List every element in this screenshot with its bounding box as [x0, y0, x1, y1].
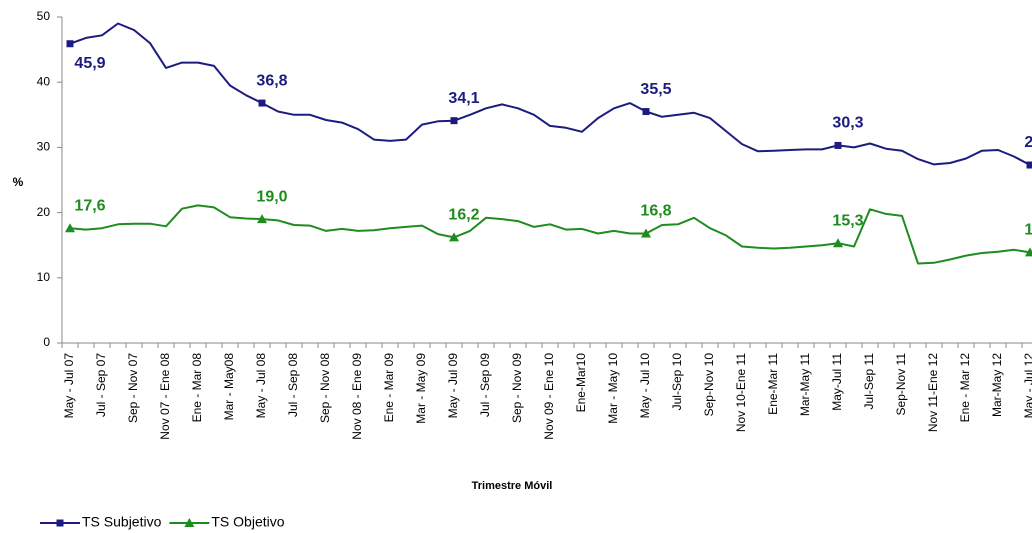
x-tick-label: Ene-Mar10 [574, 353, 588, 413]
x-tick-label: Mar - May 10 [606, 353, 620, 424]
marker [641, 228, 651, 238]
value-label: 27,3 [1024, 134, 1032, 151]
x-tick-label: Sep - Nov 08 [318, 353, 332, 423]
x-tick-label: Jul-Sep 10 [670, 353, 684, 411]
series-line [69, 204, 1031, 265]
x-tick-label: May - Jul 09 [446, 353, 460, 419]
y-tick-label: 30 [37, 140, 51, 154]
value-label: 35,5 [640, 81, 671, 98]
x-tick-label: May - Jul 07 [62, 353, 76, 419]
x-tick-label: Sep-Nov 11 [894, 353, 908, 416]
value-label: 17,6 [74, 197, 105, 214]
marker [1025, 247, 1032, 257]
x-tick-label: Sep - Nov 07 [126, 353, 140, 423]
series-line [69, 22, 1031, 166]
legend-label: TS Objetivo [211, 514, 284, 530]
x-tick-label: Nov 09 - Ene 10 [542, 353, 556, 440]
marker [450, 117, 458, 125]
x-tick-label: Jul - Sep 09 [478, 353, 492, 417]
x-tick-label: Nov 11-Ene 12 [926, 353, 940, 432]
x-tick-label: Jul - Sep 08 [286, 353, 300, 417]
x-tick-label: Mar - May 09 [414, 353, 428, 424]
x-tick-label: Mar-May 12 [990, 353, 1004, 417]
x-tick-label: Nov 07 - Ene 08 [158, 353, 172, 440]
value-label: 16,8 [640, 203, 671, 220]
x-tick-label: May - Jul 08 [254, 353, 268, 419]
x-tick-label: Nov 08 - Ene 09 [350, 353, 364, 440]
marker [184, 518, 195, 527]
value-label: 13,9 [1024, 222, 1032, 239]
value-label: 19,0 [256, 188, 287, 205]
x-tick-label: Ene - Mar 08 [190, 353, 204, 423]
value-label: 15,3 [832, 212, 863, 229]
y-tick-label: 40 [37, 74, 51, 88]
marker [66, 40, 74, 48]
marker [257, 214, 267, 224]
x-tick-label: May - Jul 12 [1022, 353, 1032, 419]
x-tick-label: Jul-Sep 11 [862, 353, 876, 410]
y-tick-label: 20 [37, 205, 51, 219]
x-tick-label: May-Jul 11 [830, 353, 844, 411]
marker [834, 141, 842, 149]
marker [642, 108, 650, 116]
marker [449, 232, 459, 242]
x-tick-label: Nov 10-Ene 11 [734, 353, 748, 432]
x-tick-label: May - Jul 10 [638, 353, 652, 419]
marker [833, 238, 843, 248]
legend-label: TS Subjetivo [82, 514, 162, 530]
x-tick-label: Ene - Mar 12 [958, 353, 972, 423]
x-tick-label: Sep - Nov 09 [510, 353, 524, 423]
x-axis-label: Trimestre Móvil [472, 480, 553, 492]
y-tick-label: 0 [43, 335, 50, 349]
value-label: 30,3 [832, 115, 863, 132]
marker [1026, 161, 1032, 169]
x-tick-label: Ene - Mar 09 [382, 353, 396, 423]
value-label: 16,2 [448, 207, 479, 224]
value-label: 36,8 [256, 72, 287, 89]
x-tick-label: Mar - May08 [222, 353, 236, 421]
y-tick-label: 10 [37, 270, 51, 284]
x-tick-label: Jul - Sep 07 [94, 353, 108, 417]
value-label: 45,9 [74, 55, 105, 72]
y-tick-label: 50 [37, 9, 51, 23]
y-axis-label: % [13, 175, 24, 189]
marker [56, 519, 64, 527]
value-label: 34,1 [448, 90, 479, 107]
marker [258, 99, 266, 107]
marker [65, 223, 75, 233]
x-tick-label: Mar-May 11 [798, 353, 812, 416]
x-tick-label: Sep-Nov 10 [702, 353, 716, 417]
x-tick-label: Ene-Mar 11 [766, 353, 780, 415]
